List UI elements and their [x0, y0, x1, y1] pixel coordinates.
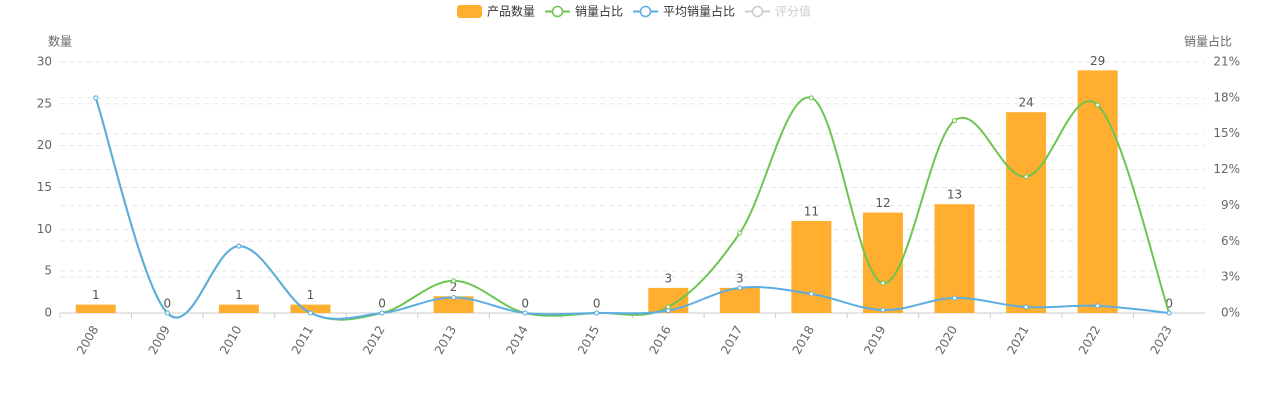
y-tick-label: 30	[37, 55, 52, 69]
line-point	[952, 118, 958, 124]
legend-swatch	[457, 5, 482, 18]
bar-label: 29	[1090, 54, 1105, 68]
bar	[218, 304, 259, 313]
bar-label: 1	[307, 288, 315, 302]
legend-swatch	[751, 5, 764, 18]
x-tick-label: 2020	[933, 323, 960, 356]
bar-label: 1	[92, 288, 100, 302]
bar	[290, 304, 331, 313]
line-point	[307, 310, 313, 316]
x-tick-label: 2014	[503, 323, 530, 356]
line-point	[164, 310, 170, 316]
bar	[1006, 112, 1047, 313]
x-tick-label: 2022	[1076, 323, 1103, 356]
bar	[862, 212, 903, 313]
x-tick-label: 2013	[432, 323, 459, 356]
y-tick-label: 0	[44, 306, 52, 320]
bar	[75, 304, 116, 313]
x-tick-label: 2015	[575, 323, 602, 356]
line-point	[451, 294, 457, 300]
bar-label: 2	[450, 280, 458, 294]
bar-label: 1	[235, 288, 243, 302]
bar-label: 0	[378, 297, 386, 311]
legend-label: 评分值	[775, 4, 811, 19]
y2-tick-label: 9%	[1221, 198, 1240, 212]
line-point	[1166, 310, 1172, 316]
x-tick-label: 2018	[790, 323, 817, 356]
line-point	[594, 310, 600, 316]
bar-label: 13	[947, 188, 962, 202]
x-tick-label: 2012	[360, 323, 387, 356]
bar-label: 24	[1018, 96, 1033, 110]
bar	[791, 220, 832, 313]
line-point	[522, 310, 528, 316]
bar-label: 0	[593, 297, 601, 311]
line-point	[808, 291, 814, 297]
x-tick-label: 2009	[146, 323, 173, 356]
x-tick-label: 2008	[74, 323, 101, 356]
legend-label: 销量占比	[575, 4, 623, 19]
bar-label: 3	[664, 271, 672, 285]
y2-tick-label: 21%	[1213, 55, 1240, 69]
bar-label: 0	[521, 297, 529, 311]
legend-swatch	[639, 5, 652, 18]
bar	[934, 204, 975, 313]
x-tick-label: 2010	[217, 323, 244, 356]
line-point	[93, 95, 99, 101]
y2-tick-label: 0%	[1221, 306, 1240, 320]
line-point	[236, 243, 242, 249]
y2-axis-title: 销量占比	[1184, 34, 1232, 49]
line-point	[1095, 303, 1101, 309]
bar-label: 0	[164, 297, 172, 311]
y2-tick-label: 12%	[1213, 162, 1240, 176]
bar-label: 0	[1165, 297, 1173, 311]
y2-tick-label: 6%	[1221, 234, 1240, 248]
y2-tick-label: 18%	[1213, 90, 1240, 104]
bar-label: 12	[875, 196, 890, 210]
x-tick-label: 2019	[861, 323, 888, 356]
line-point	[665, 308, 671, 314]
bar	[719, 287, 760, 313]
x-tick-label: 2017	[718, 323, 745, 356]
bar	[433, 296, 474, 313]
line-point	[880, 280, 886, 286]
y-tick-label: 15	[37, 180, 52, 194]
y-tick-label: 5	[44, 264, 52, 278]
y-tick-label: 20	[37, 138, 52, 152]
y2-tick-label: 15%	[1213, 126, 1240, 140]
legend-swatch	[551, 5, 564, 18]
line-point	[1095, 102, 1101, 108]
x-tick-label: 2016	[647, 323, 674, 356]
x-tick-label: 2011	[289, 323, 316, 356]
y-tick-label: 10	[37, 222, 52, 236]
legend-label: 平均销量占比	[663, 4, 735, 19]
x-tick-label: 2023	[1147, 323, 1174, 356]
line-point	[808, 95, 814, 101]
line-point	[379, 310, 385, 316]
bar	[1077, 70, 1118, 313]
y-tick-label: 25	[37, 96, 52, 110]
bar-label: 11	[804, 204, 819, 218]
y-axis-title: 数量	[48, 34, 72, 49]
legend-label: 产品数量	[487, 4, 535, 19]
line-point	[737, 230, 743, 236]
bar-label: 3	[736, 271, 744, 285]
line-point	[1023, 174, 1029, 180]
line-point	[880, 307, 886, 313]
x-tick-label: 2021	[1004, 323, 1031, 356]
line-point	[1023, 304, 1029, 310]
line-point	[952, 295, 958, 301]
line-point	[737, 285, 743, 291]
line-point	[451, 278, 457, 284]
y2-tick-label: 3%	[1221, 270, 1240, 284]
